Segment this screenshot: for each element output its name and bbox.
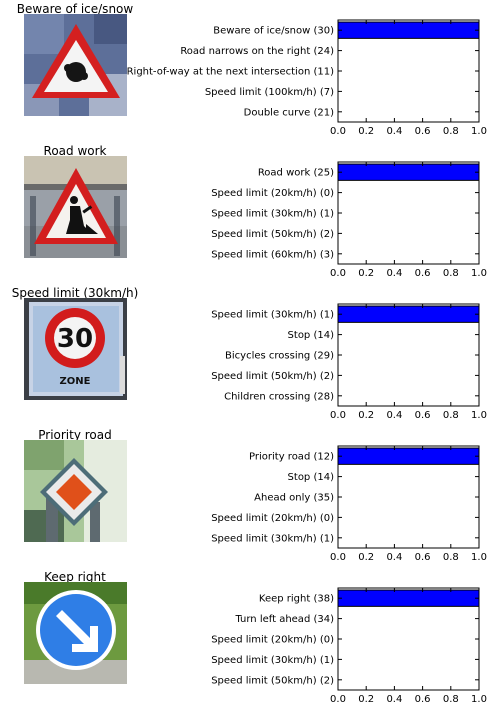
sign-title: Priority road [38, 428, 112, 442]
x-tick-label: 0.2 [358, 410, 374, 421]
axes-frame [337, 587, 480, 691]
x-tick-label: 0.2 [358, 268, 374, 279]
y-tick-label: Speed limit (20km/h) (0) [211, 635, 334, 646]
prediction-chart: Road work (25) Speed limit (20km/h) (0) Sp… [211, 161, 487, 279]
x-tick-label: 0.0 [330, 694, 346, 705]
x-tick-label: 0.4 [386, 268, 402, 279]
x-tick-label: 0.4 [386, 126, 402, 137]
prediction-chart: Priority road (12) Stop (14) Ahead only (3… [211, 445, 487, 563]
prediction-chart: Beware of ice/snow (30) Road narrows on t… [127, 19, 487, 137]
y-tick-label: Road narrows on the right (24) [180, 46, 334, 57]
bar [337, 21, 480, 39]
x-tick-label: 0.4 [386, 410, 402, 421]
y-tick-label: Turn left ahead (34) [234, 614, 334, 625]
x-tick-label: 1.0 [471, 694, 487, 705]
x-tick-label: 0.8 [443, 552, 459, 563]
prediction-row: Keep right Keep right (38) Turn left ahea… [0, 568, 493, 710]
x-tick-label: 0.6 [415, 410, 431, 421]
y-tick-label: Stop (14) [288, 472, 335, 483]
y-tick-label: Stop (14) [288, 330, 335, 341]
sign-title: Road work [43, 144, 107, 158]
y-tick-label: Children crossing (28) [224, 391, 334, 402]
x-tick-label: 0.8 [443, 694, 459, 705]
plot-area: Speed limit (30km/h) (1) Stop (14) Bicycle… [211, 303, 487, 421]
prediction-chart: Keep right (38) Turn left ahead (34) Speed… [211, 587, 487, 705]
x-tick-label: 0.2 [358, 694, 374, 705]
beware-of-ice-snow-sign-image [24, 14, 127, 116]
x-tick-label: 0.6 [415, 126, 431, 137]
y-tick-label: Speed limit (30km/h) (1) [211, 310, 334, 321]
axes-frame [337, 161, 480, 265]
plot-area: Priority road (12) Stop (14) Ahead only (3… [211, 445, 487, 563]
plot-area: Keep right (38) Turn left ahead (34) Speed… [211, 587, 487, 705]
sign-number: 30 [57, 324, 93, 354]
y-tick-label: Speed limit (20km/h) (0) [211, 188, 334, 199]
y-tick-label: Keep right (38) [259, 594, 334, 605]
y-tick-label: Speed limit (30km/h) (1) [211, 655, 334, 666]
bar [337, 305, 480, 323]
y-tick-label: Ahead only (35) [254, 493, 334, 504]
bar [337, 163, 480, 181]
x-tick-label: 0.6 [415, 268, 431, 279]
y-tick-label: Right-of-way at the next intersection (1… [127, 67, 335, 78]
y-tick-label: Speed limit (50km/h) (2) [211, 229, 334, 240]
prediction-row: Speed limit (30km/h) 30 ZONE Speed limit… [0, 284, 493, 426]
y-tick-label: Road work (25) [258, 168, 334, 179]
y-tick-label: Speed limit (60km/h) (3) [211, 249, 334, 260]
x-tick-label: 1.0 [471, 552, 487, 563]
x-tick-label: 0.8 [443, 268, 459, 279]
x-tick-label: 1.0 [471, 410, 487, 421]
prediction-row: Road work Road work (25) Speed limit (20k… [0, 142, 493, 284]
x-tick-label: 0.0 [330, 268, 346, 279]
sign-title: Beware of ice/snow [16, 2, 134, 16]
sign-zone-text: ZONE [60, 376, 91, 387]
x-tick-label: 0.8 [443, 126, 459, 137]
prediction-row: Beware of ice/snow Beware of ice/snow (3… [0, 0, 493, 142]
y-tick-label: Priority road (12) [249, 452, 334, 463]
sign-title: Speed limit (30km/h) [11, 286, 139, 300]
y-tick-label: Speed limit (30km/h) (1) [211, 209, 334, 220]
x-tick-label: 0.6 [415, 694, 431, 705]
y-tick-label: Speed limit (30km/h) (1) [211, 533, 334, 544]
x-tick-label: 0.6 [415, 552, 431, 563]
x-tick-label: 0.2 [358, 552, 374, 563]
prediction-chart: Speed limit (30km/h) (1) Stop (14) Bicycle… [211, 303, 487, 421]
y-tick-label: Beware of ice/snow (30) [213, 26, 334, 37]
y-tick-label: Speed limit (100km/h) (7) [205, 87, 334, 98]
x-tick-label: 0.8 [443, 410, 459, 421]
sign-title: Keep right [44, 570, 106, 584]
y-tick-label: Bicycles crossing (29) [225, 351, 334, 362]
y-tick-label: Speed limit (50km/h) (2) [211, 371, 334, 382]
plot-area: Beware of ice/snow (30) Road narrows on t… [127, 19, 487, 137]
x-tick-label: 0.0 [330, 552, 346, 563]
priority-road-sign-image [24, 440, 127, 542]
axes-frame [337, 303, 480, 407]
x-tick-label: 0.2 [358, 126, 374, 137]
y-tick-label: Speed limit (20km/h) (0) [211, 513, 334, 524]
bar [337, 447, 480, 465]
prediction-row: Priority road Priority road (12) Stop (14… [0, 426, 493, 568]
axes-frame [337, 445, 480, 549]
road-work-sign-image [24, 156, 127, 258]
x-tick-label: 1.0 [471, 126, 487, 137]
keep-right-sign-image [24, 582, 127, 684]
bar [337, 589, 480, 607]
axes-frame [337, 19, 480, 123]
y-tick-label: Double curve (21) [244, 107, 334, 118]
x-tick-label: 0.4 [386, 552, 402, 563]
speed-limit-30-sign-image: 30 ZONE [24, 298, 127, 400]
plot-area: Road work (25) Speed limit (20km/h) (0) Sp… [211, 161, 487, 279]
x-tick-label: 1.0 [471, 268, 487, 279]
x-tick-label: 0.4 [386, 694, 402, 705]
x-tick-label: 0.0 [330, 126, 346, 137]
x-tick-label: 0.0 [330, 410, 346, 421]
y-tick-label: Speed limit (50km/h) (2) [211, 675, 334, 686]
